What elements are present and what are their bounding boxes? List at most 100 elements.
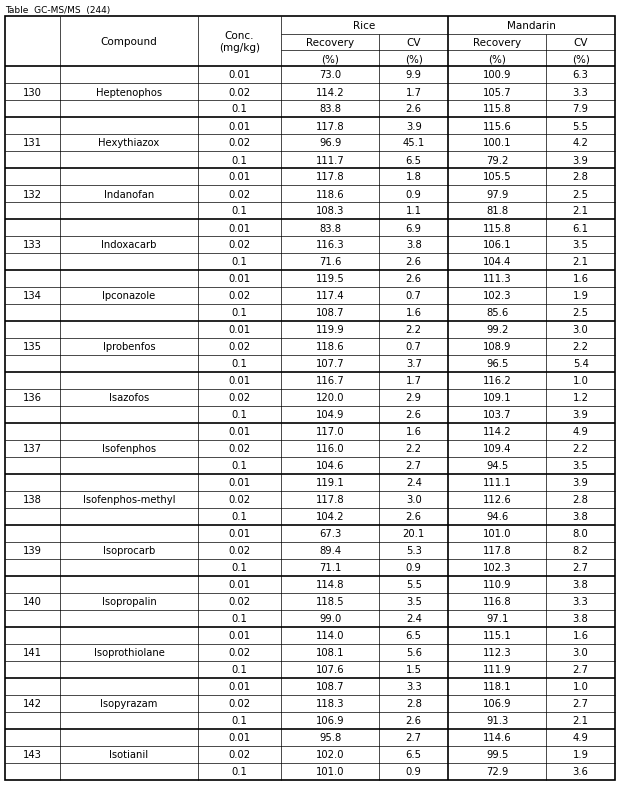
Text: 6.1: 6.1 xyxy=(573,223,588,233)
Text: 118.3: 118.3 xyxy=(316,699,345,708)
Text: 112.3: 112.3 xyxy=(483,648,512,658)
Text: 108.7: 108.7 xyxy=(316,682,345,691)
Text: 4.9: 4.9 xyxy=(573,732,588,743)
Text: 0.1: 0.1 xyxy=(231,461,247,471)
Text: 111.7: 111.7 xyxy=(316,155,345,165)
Text: 104.9: 104.9 xyxy=(316,410,345,420)
Text: 0.1: 0.1 xyxy=(231,613,247,624)
Text: 2.7: 2.7 xyxy=(405,461,422,471)
Text: (%): (%) xyxy=(405,54,423,64)
Text: 0.02: 0.02 xyxy=(228,88,250,97)
Text: 117.8: 117.8 xyxy=(316,121,345,132)
Text: 118.5: 118.5 xyxy=(316,597,345,607)
Text: CV: CV xyxy=(407,38,421,48)
Text: 119.9: 119.9 xyxy=(316,325,345,335)
Text: Table  GC-MS/MS  (244): Table GC-MS/MS (244) xyxy=(5,6,110,15)
Text: 3.9: 3.9 xyxy=(405,121,422,132)
Text: 119.5: 119.5 xyxy=(316,274,345,284)
Text: 117.8: 117.8 xyxy=(316,173,345,182)
Text: Recovery: Recovery xyxy=(473,38,521,48)
Text: 100.1: 100.1 xyxy=(483,138,512,149)
Text: 0.01: 0.01 xyxy=(228,682,250,691)
Text: 99.5: 99.5 xyxy=(486,749,508,760)
Text: 7.9: 7.9 xyxy=(573,104,588,114)
Text: 104.2: 104.2 xyxy=(316,512,345,522)
Text: 115.8: 115.8 xyxy=(483,104,512,114)
Text: 2.7: 2.7 xyxy=(573,665,588,675)
Text: 2.5: 2.5 xyxy=(573,308,588,318)
Text: 3.9: 3.9 xyxy=(573,478,588,488)
Text: (%): (%) xyxy=(321,54,339,64)
Text: 79.2: 79.2 xyxy=(486,155,508,165)
Text: 89.4: 89.4 xyxy=(319,546,342,556)
Text: 115.6: 115.6 xyxy=(483,121,512,132)
Text: 97.9: 97.9 xyxy=(486,190,508,199)
Text: 2.2: 2.2 xyxy=(573,444,588,454)
Text: 102.3: 102.3 xyxy=(483,563,512,573)
Text: 0.02: 0.02 xyxy=(228,495,250,505)
Text: 108.1: 108.1 xyxy=(316,648,345,658)
Text: 116.8: 116.8 xyxy=(483,597,512,607)
Text: 116.7: 116.7 xyxy=(316,376,345,386)
Text: 143: 143 xyxy=(23,749,42,760)
Text: 119.1: 119.1 xyxy=(316,478,345,488)
Text: Isoprothiolane: Isoprothiolane xyxy=(94,648,164,658)
Text: (%): (%) xyxy=(488,54,506,64)
Text: 20.1: 20.1 xyxy=(402,529,425,539)
Text: 0.9: 0.9 xyxy=(405,190,422,199)
Text: 96.9: 96.9 xyxy=(319,138,342,149)
Text: 9.9: 9.9 xyxy=(405,71,422,80)
Text: 0.01: 0.01 xyxy=(228,173,250,182)
Text: 0.1: 0.1 xyxy=(231,308,247,318)
Text: 111.9: 111.9 xyxy=(483,665,512,675)
Text: 2.6: 2.6 xyxy=(405,274,422,284)
Text: 0.1: 0.1 xyxy=(231,206,247,216)
Text: 130: 130 xyxy=(23,88,42,97)
Text: 2.4: 2.4 xyxy=(405,613,422,624)
Text: 2.8: 2.8 xyxy=(573,173,588,182)
Text: 8.0: 8.0 xyxy=(573,529,588,539)
Text: CV: CV xyxy=(574,38,588,48)
Text: Indoxacarb: Indoxacarb xyxy=(101,240,157,251)
Text: 100.9: 100.9 xyxy=(483,71,512,80)
Text: 118.6: 118.6 xyxy=(316,342,345,352)
Text: 109.4: 109.4 xyxy=(483,444,512,454)
Text: Isoprocarb: Isoprocarb xyxy=(103,546,155,556)
Text: Compound: Compound xyxy=(100,37,157,47)
Text: Iprobenfos: Iprobenfos xyxy=(103,342,155,352)
Text: 0.1: 0.1 xyxy=(231,715,247,726)
Text: 83.8: 83.8 xyxy=(319,104,341,114)
Text: 3.3: 3.3 xyxy=(573,88,588,97)
Text: 6.5: 6.5 xyxy=(405,630,422,641)
Text: 1.9: 1.9 xyxy=(573,291,588,301)
Text: 104.6: 104.6 xyxy=(316,461,345,471)
Text: 117.8: 117.8 xyxy=(483,546,512,556)
Text: 115.1: 115.1 xyxy=(483,630,512,641)
Text: 140: 140 xyxy=(23,597,42,607)
Text: 138: 138 xyxy=(23,495,42,505)
Text: 112.6: 112.6 xyxy=(483,495,512,505)
Text: 3.8: 3.8 xyxy=(573,512,588,522)
Text: 3.8: 3.8 xyxy=(573,580,588,589)
Text: 5.3: 5.3 xyxy=(405,546,422,556)
Text: 1.1: 1.1 xyxy=(405,206,422,216)
Text: Isofenphos-methyl: Isofenphos-methyl xyxy=(82,495,175,505)
Text: 2.8: 2.8 xyxy=(573,495,588,505)
Text: 71.6: 71.6 xyxy=(319,257,342,267)
Text: 134: 134 xyxy=(23,291,42,301)
Text: 141: 141 xyxy=(23,648,42,658)
Text: 6.5: 6.5 xyxy=(405,749,422,760)
Text: 0.01: 0.01 xyxy=(228,630,250,641)
Text: 8.2: 8.2 xyxy=(573,546,588,556)
Text: 6.9: 6.9 xyxy=(405,223,422,233)
Text: 1.6: 1.6 xyxy=(573,274,588,284)
Text: 0.02: 0.02 xyxy=(228,648,250,658)
Text: 133: 133 xyxy=(23,240,42,251)
Text: 0.1: 0.1 xyxy=(231,359,247,369)
Text: 107.7: 107.7 xyxy=(316,359,345,369)
Text: 0.01: 0.01 xyxy=(228,223,250,233)
Text: 83.8: 83.8 xyxy=(319,223,341,233)
Text: 2.1: 2.1 xyxy=(573,257,588,267)
Text: 107.6: 107.6 xyxy=(316,665,345,675)
Text: 0.02: 0.02 xyxy=(228,749,250,760)
